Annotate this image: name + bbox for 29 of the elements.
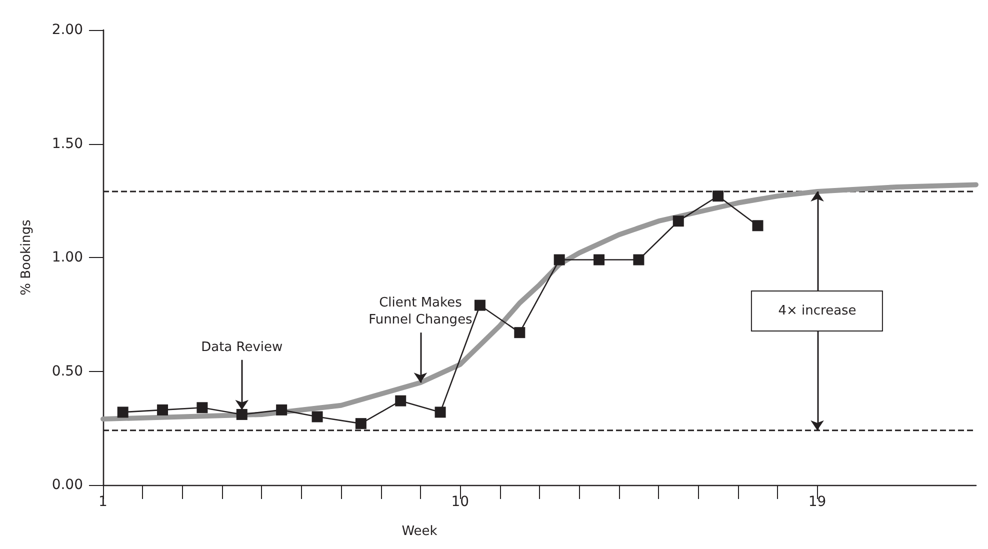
point [752,220,764,232]
point [434,406,446,418]
point [633,254,644,266]
point [554,254,565,266]
y-tick-label: 1.50 [52,136,83,152]
x-axis-title: Week [402,524,438,539]
note-box: 4× increase [751,290,884,332]
annotation: Client Makes Funnel Changes [368,296,473,328]
point [712,190,724,202]
y-tick-label: 0.50 [52,363,83,380]
y-tick-label: 0.00 [52,477,83,493]
point [236,408,248,420]
annotation: Data Review [201,340,284,355]
x-tick-label: 19 [808,494,826,510]
point [594,254,605,266]
point [474,300,486,311]
point [276,404,288,416]
point [355,418,366,430]
x-tick-label: 10 [451,494,470,510]
point [117,406,128,418]
point [395,395,406,406]
point [312,411,323,422]
point [514,327,526,338]
point [672,216,684,227]
point [157,404,168,416]
y-axis-title: % Bookings [19,219,34,296]
y-tick-label: 2.00 [52,22,83,38]
y-tick-label: 1.00 [52,250,83,266]
point [196,402,208,414]
